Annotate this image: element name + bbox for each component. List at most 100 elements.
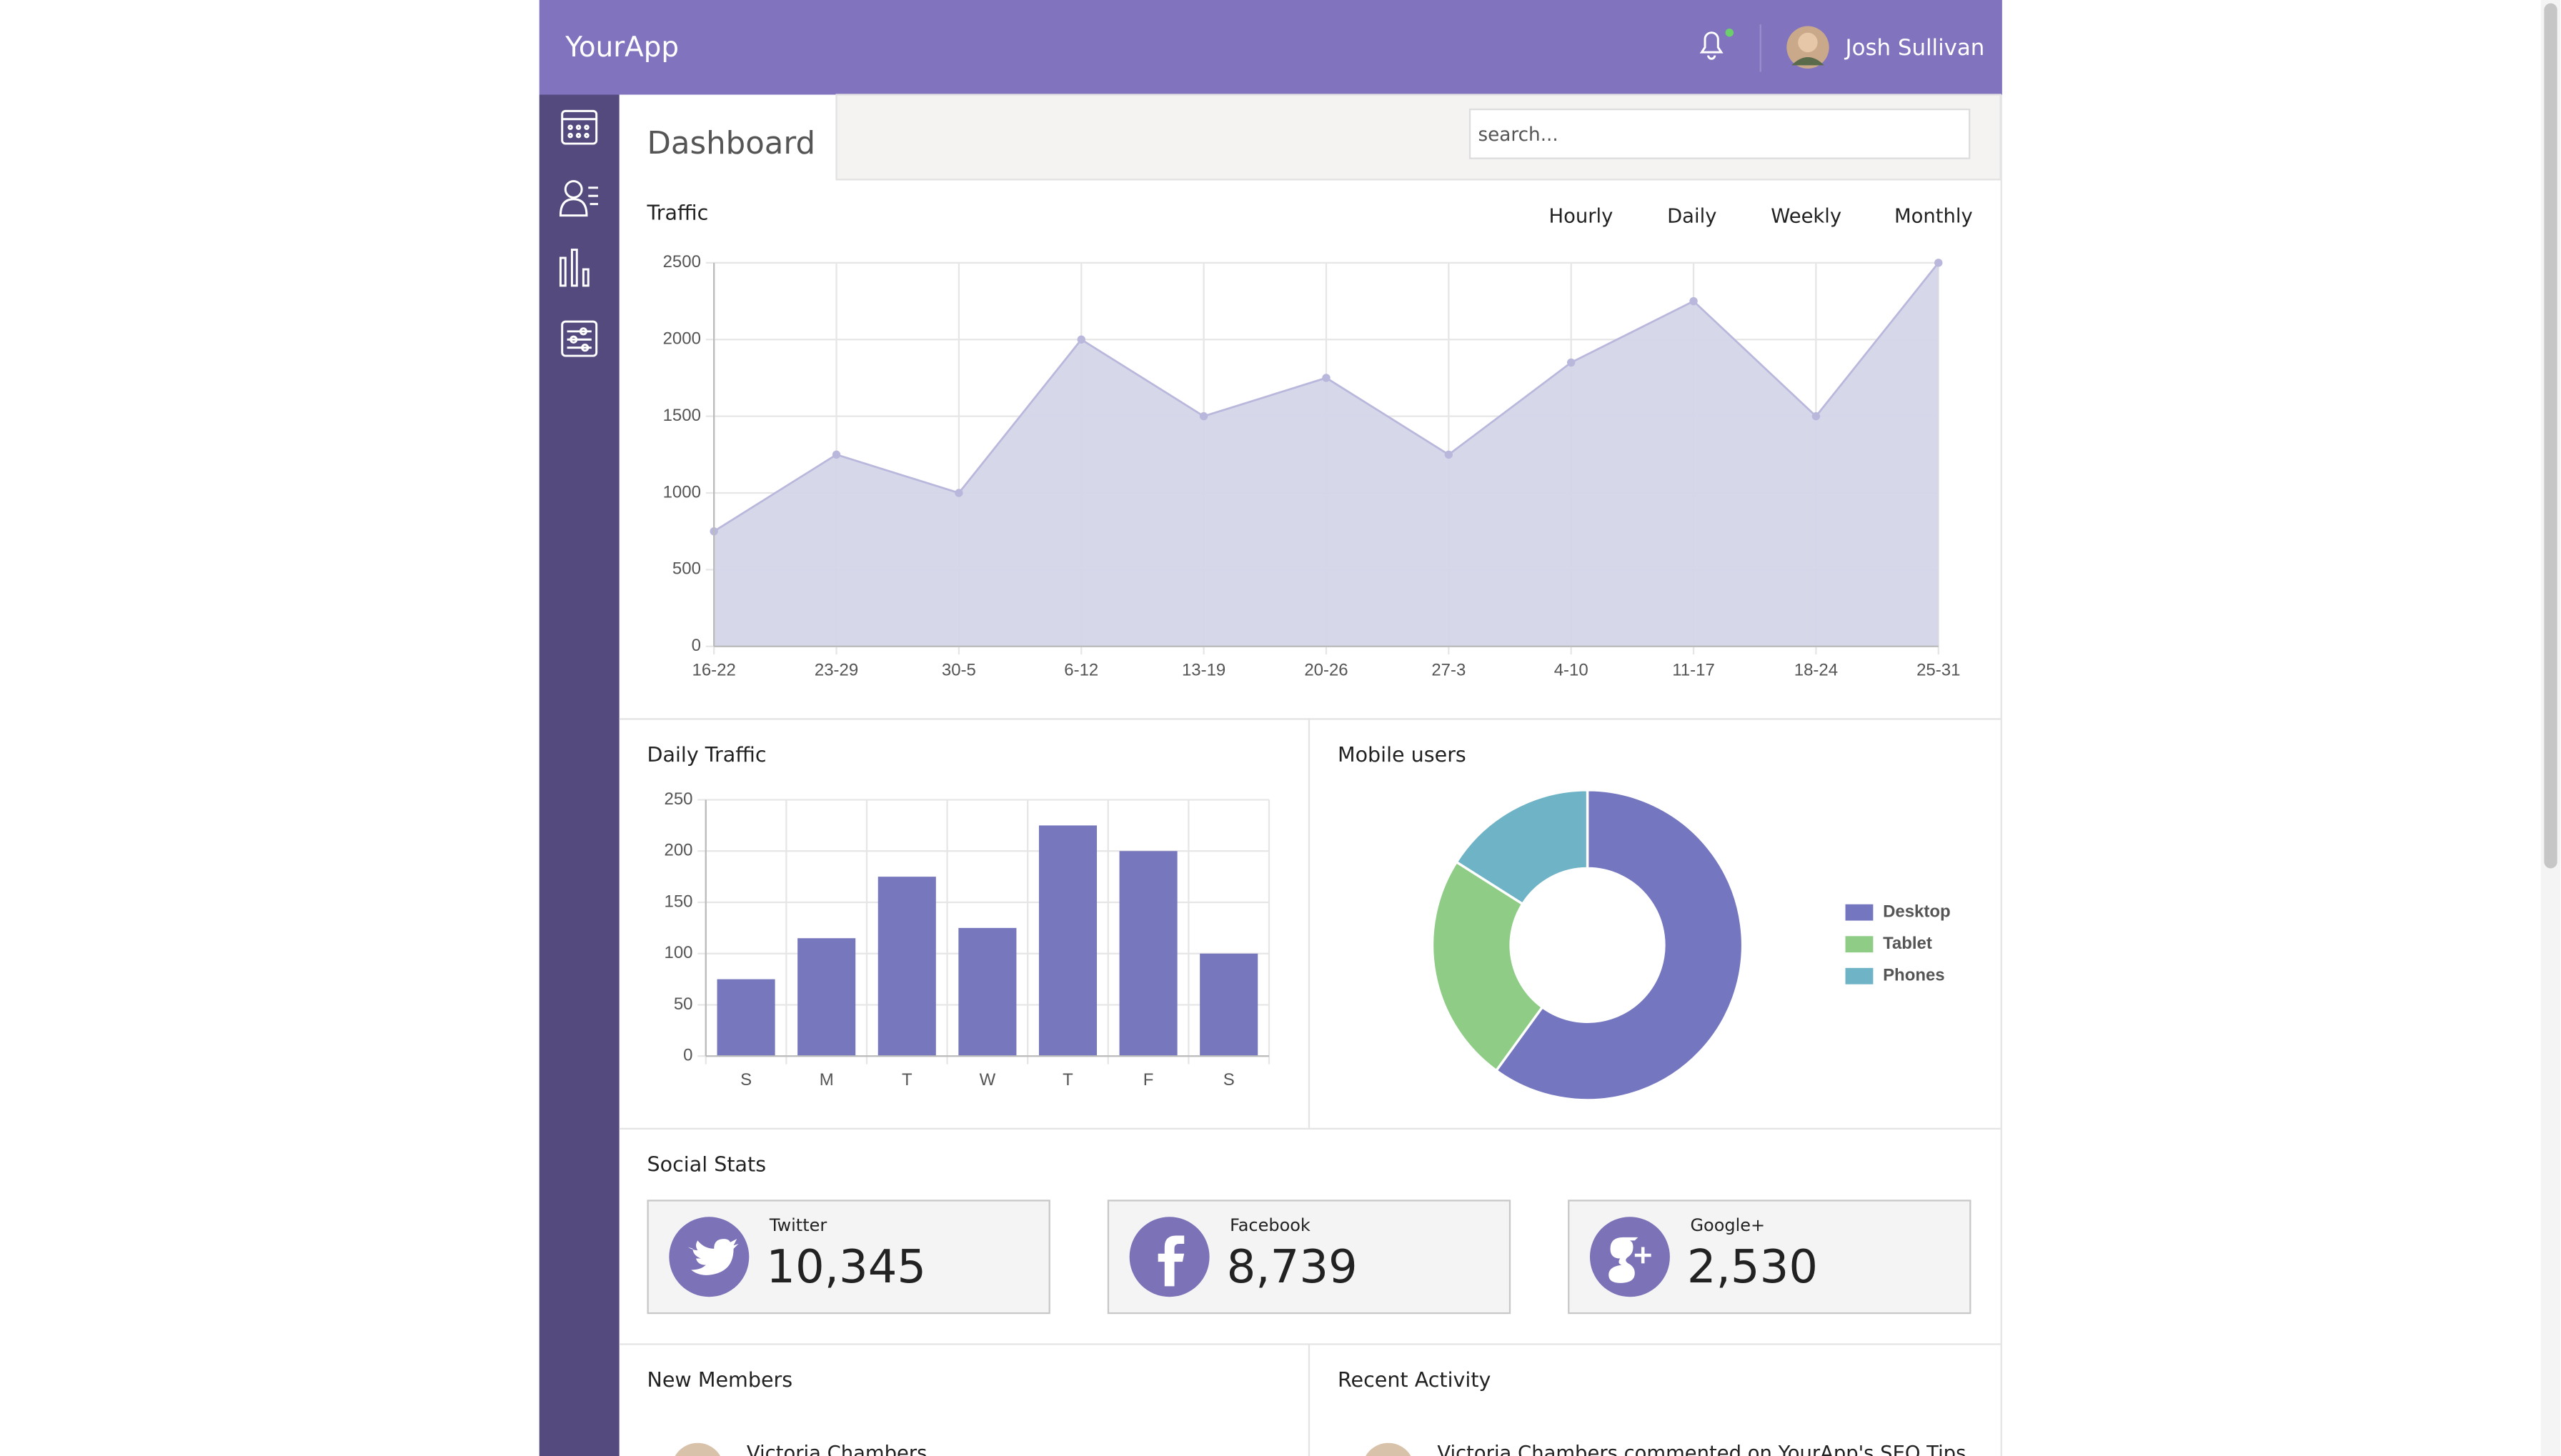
point — [1689, 296, 1698, 306]
page-title: Dashboard — [647, 126, 816, 161]
sidebar — [539, 94, 620, 1456]
bar — [717, 979, 775, 1057]
activity-title: Recent Activity — [1338, 1367, 1491, 1392]
avatar-shirt — [1791, 56, 1824, 66]
point — [1811, 412, 1821, 421]
x-tick-label: 11-17 — [1672, 660, 1715, 679]
bar — [1200, 953, 1258, 1057]
y-tick-label: 200 — [664, 841, 692, 860]
legend-swatch — [1845, 904, 1874, 921]
point — [955, 489, 963, 497]
sidebar-icons — [559, 109, 598, 357]
doughnut-segment — [1454, 789, 1589, 906]
x-tick-label: S — [1223, 1070, 1235, 1089]
y-tick-label: 1500 — [663, 406, 701, 425]
y-tick-label: 2000 — [663, 329, 701, 349]
point — [1077, 335, 1085, 344]
search-placeholder: search... — [1478, 124, 1558, 146]
social-icon — [1608, 1237, 1651, 1283]
social-value: 10,345 — [766, 1241, 926, 1294]
time-filter[interactable]: Hourly — [1548, 205, 1613, 227]
x-tick-label: T — [1063, 1070, 1073, 1089]
x-tick-label: 18-24 — [1794, 660, 1838, 679]
x-tick-label: 4-10 — [1554, 660, 1588, 679]
bar — [1038, 825, 1098, 1057]
point — [1199, 412, 1208, 421]
time-filter[interactable]: Daily — [1667, 205, 1716, 227]
activity-avatar — [1366, 1442, 1411, 1456]
x-tick-label: 20-26 — [1304, 660, 1348, 679]
bar — [797, 938, 856, 1057]
members-icon[interactable] — [559, 180, 598, 217]
bar — [958, 927, 1017, 1057]
member-name[interactable]: Victoria Chambers — [747, 1442, 928, 1456]
time-filter[interactable]: Monthly — [1894, 205, 1973, 227]
legend-label: Tablet — [1883, 934, 1932, 953]
member-avatar — [675, 1442, 720, 1456]
y-tick-label: 150 — [664, 892, 692, 911]
doughnut-segment — [1494, 789, 1744, 1102]
avatar-face — [1798, 32, 1818, 53]
y-tick-label: 1000 — [663, 482, 701, 502]
traffic-title: Traffic — [647, 200, 709, 224]
y-tick-label: 2500 — [663, 252, 701, 271]
social-icon — [687, 1239, 739, 1275]
y-tick-label: 100 — [664, 943, 692, 962]
x-tick-label: W — [980, 1070, 996, 1089]
y-tick-label: 50 — [674, 994, 693, 1014]
x-tick-label: 25-31 — [1916, 660, 1960, 679]
bar — [1119, 851, 1178, 1057]
y-tick-label: 0 — [683, 1046, 692, 1065]
y-tick-label: 500 — [672, 559, 701, 579]
search-input[interactable] — [1468, 108, 1971, 159]
social-icon-bg — [1589, 1217, 1670, 1297]
y-tick-label: 0 — [692, 636, 701, 655]
time-filter[interactable]: Weekly — [1771, 205, 1841, 227]
doughnut-segment — [1431, 860, 1544, 1072]
notification-dot — [1725, 28, 1734, 37]
user-name[interactable]: Josh Sullivan — [1844, 35, 1985, 61]
x-tick-label: T — [902, 1070, 912, 1089]
point — [1444, 450, 1453, 459]
y-tick-label: 250 — [664, 789, 692, 809]
members-title: New Members — [647, 1367, 793, 1392]
activity-text[interactable]: Victoria Chambers commented on YourApp's… — [1437, 1442, 1966, 1456]
charts-icon[interactable] — [559, 249, 590, 287]
x-tick-label: S — [740, 1070, 752, 1089]
x-tick-label: 6-12 — [1064, 660, 1098, 679]
settings-icon[interactable] — [561, 320, 598, 357]
brand[interactable]: YourApp — [565, 31, 679, 64]
x-tick-label: 23-29 — [815, 660, 858, 679]
point — [1322, 374, 1331, 382]
social-title: Social Stats — [647, 1152, 767, 1176]
legend-swatch — [1845, 967, 1874, 984]
header — [539, 0, 2002, 95]
x-tick-label: 27-3 — [1431, 660, 1466, 679]
x-tick-label: 13-19 — [1182, 660, 1225, 679]
point — [832, 450, 841, 459]
legend-label: Phones — [1883, 966, 1945, 985]
social-name: Twitter — [769, 1215, 827, 1235]
legend-swatch — [1845, 936, 1874, 953]
calendar-icon[interactable] — [561, 109, 598, 145]
mobile-title: Mobile users — [1338, 742, 1466, 767]
scrollbar-thumb[interactable] — [2544, 3, 2557, 869]
point — [1934, 259, 1943, 267]
x-tick-label: 16-22 — [692, 660, 736, 679]
social-name: Facebook — [1230, 1215, 1311, 1235]
point — [1566, 358, 1576, 367]
legend-label: Desktop — [1883, 902, 1951, 922]
x-tick-label: 30-5 — [942, 660, 976, 679]
social-name: Google+ — [1690, 1215, 1765, 1235]
social-icon — [1158, 1235, 1185, 1287]
area-fill — [714, 262, 1939, 647]
daily-title: Daily Traffic — [647, 742, 767, 767]
bell-icon[interactable] — [1699, 31, 1724, 60]
bar — [877, 877, 936, 1057]
social-value: 8,739 — [1227, 1241, 1358, 1294]
social-value: 2,530 — [1687, 1241, 1818, 1294]
x-tick-label: F — [1143, 1070, 1154, 1089]
x-tick-label: M — [820, 1070, 834, 1089]
